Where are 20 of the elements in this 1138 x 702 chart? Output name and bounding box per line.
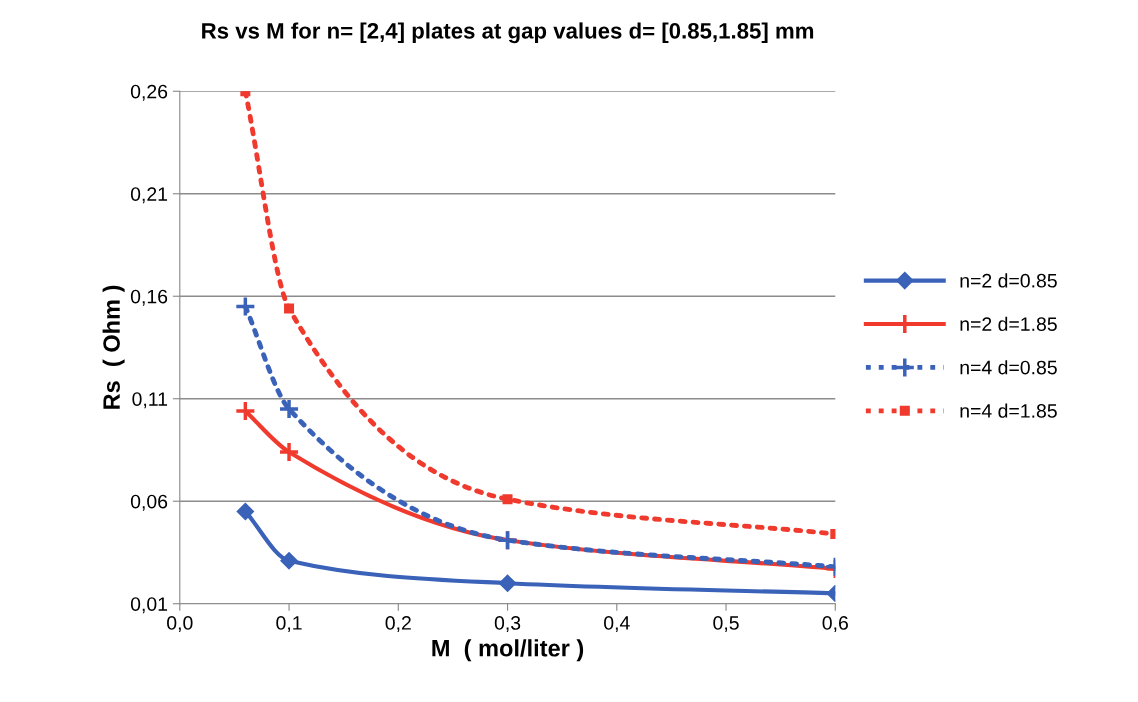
- y-tick-label: 0,06: [130, 494, 168, 511]
- x-tick-label: 0,2: [385, 616, 411, 633]
- x-tick-label: 0,6: [822, 616, 848, 633]
- legend-label: n=2 d=1.85: [960, 316, 1057, 332]
- y-axis-title: Rs ( Ohm ): [102, 285, 125, 409]
- y-tick-label: 0,11: [132, 392, 168, 409]
- x-tick-label: 0,3: [494, 616, 521, 633]
- x-tick-label: 0,0: [167, 616, 193, 633]
- y-tick-label: 0,16: [130, 289, 168, 306]
- y-tick-label: 0,01: [130, 597, 168, 614]
- legend-label: n=4 d=0.85: [960, 360, 1057, 375]
- y-tick-label: 0,26: [130, 84, 168, 101]
- x-tick-label: 0,4: [604, 616, 630, 633]
- legend-label: n=2 d=0.85: [960, 273, 1057, 288]
- x-tick-label: 0,1: [276, 616, 302, 633]
- y-tick-label: 0,21: [130, 187, 168, 204]
- x-tick-label: 0,5: [713, 616, 739, 633]
- chart-title: Rs vs M for n= [2,4] plates at gap values d= [0.85,1.85] mm: [202, 22, 814, 44]
- x-axis-title: M ( mol/liter ): [432, 639, 584, 662]
- legend-label: n=4 d=1.85: [960, 403, 1057, 418]
